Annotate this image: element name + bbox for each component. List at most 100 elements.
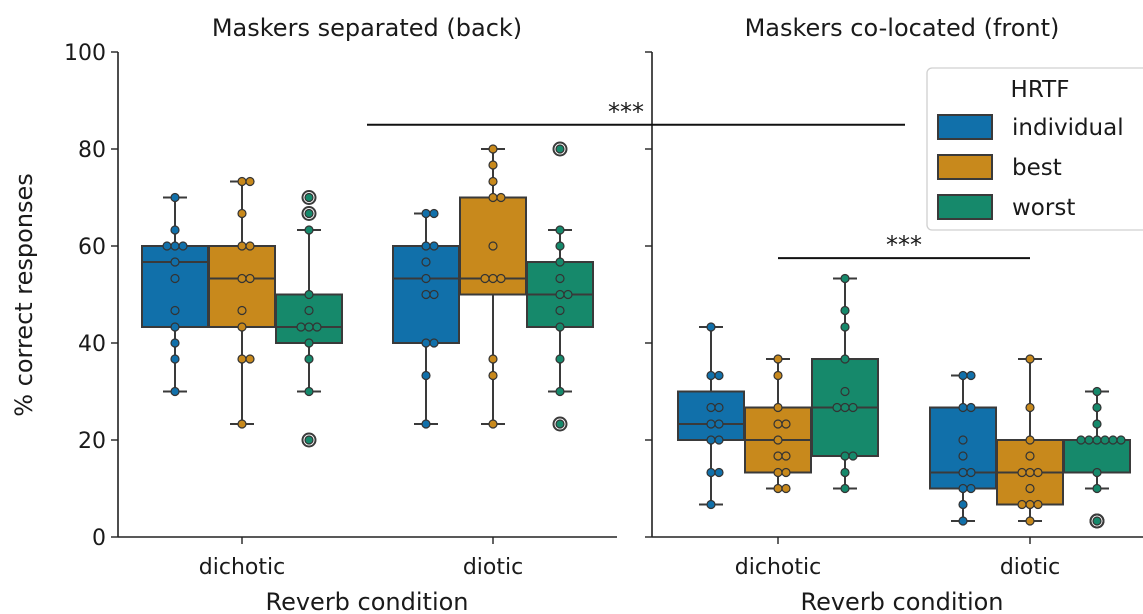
data-point xyxy=(840,483,850,494)
data-point xyxy=(170,305,180,316)
data-point xyxy=(966,467,976,478)
y-tick-label: 0 xyxy=(92,526,106,551)
data-point xyxy=(162,241,172,251)
data-point xyxy=(1092,419,1102,429)
data-point xyxy=(781,483,791,494)
data-point xyxy=(488,241,498,251)
data-point xyxy=(966,370,976,381)
data-point xyxy=(840,467,850,478)
data-point xyxy=(170,338,180,348)
data-point xyxy=(706,370,716,381)
data-point xyxy=(304,289,314,300)
data-point xyxy=(848,402,858,413)
data-point xyxy=(237,305,247,316)
data-point xyxy=(840,386,850,397)
data-point xyxy=(488,192,498,203)
data-point xyxy=(840,322,850,332)
data-point xyxy=(421,338,431,348)
data-point xyxy=(1084,435,1094,445)
data-point xyxy=(245,176,255,187)
data-point xyxy=(555,386,565,397)
legend: HRTF individual best worst xyxy=(926,67,1143,231)
data-point xyxy=(488,176,498,187)
data-point xyxy=(304,322,314,332)
data-point xyxy=(1017,467,1027,478)
legend-title: HRTF xyxy=(1011,77,1070,103)
data-point xyxy=(781,451,791,461)
data-point xyxy=(773,451,783,461)
data-point xyxy=(958,483,968,494)
outlier-marker xyxy=(1089,513,1105,529)
legend-swatch-best xyxy=(937,154,993,180)
data-point xyxy=(1033,499,1043,510)
data-point xyxy=(421,273,431,284)
legend-label-best: best xyxy=(1012,155,1062,181)
significance-label: *** xyxy=(886,231,922,259)
data-point xyxy=(706,435,716,445)
y-tick-label: 40 xyxy=(78,332,106,357)
data-point xyxy=(966,402,976,413)
data-point xyxy=(304,192,314,203)
legend-swatch-individual xyxy=(937,114,993,140)
data-point xyxy=(555,257,565,267)
panel-separated: Maskers separated (back) Reverb conditio… xyxy=(212,14,522,614)
data-point xyxy=(840,273,850,284)
data-point xyxy=(1116,435,1126,445)
data-point xyxy=(304,338,314,348)
data-point xyxy=(1033,467,1043,478)
data-point xyxy=(237,354,247,364)
data-point xyxy=(706,499,716,510)
data-point xyxy=(245,241,255,251)
data-point xyxy=(1092,435,1102,445)
data-point xyxy=(1092,483,1102,494)
legend-swatch-worst xyxy=(937,194,993,220)
data-point xyxy=(304,305,314,316)
data-point xyxy=(555,289,565,300)
data-point xyxy=(304,386,314,397)
data-point xyxy=(1025,499,1035,510)
data-point xyxy=(237,273,247,284)
data-point xyxy=(714,419,724,429)
data-point xyxy=(488,354,498,364)
data-point xyxy=(714,402,724,413)
data-point xyxy=(429,241,439,251)
data-point xyxy=(1025,402,1035,413)
data-point xyxy=(304,208,314,219)
outlier-marker xyxy=(301,190,317,205)
data-point xyxy=(1092,516,1102,526)
data-point xyxy=(958,516,968,526)
data-point xyxy=(304,225,314,235)
data-point xyxy=(706,402,716,413)
data-point xyxy=(488,419,498,429)
data-point xyxy=(496,273,506,284)
legend-label-worst: worst xyxy=(1012,195,1075,221)
data-point xyxy=(421,241,431,251)
data-point xyxy=(773,419,783,429)
data-point xyxy=(170,273,180,284)
data-point xyxy=(429,289,439,300)
data-point xyxy=(555,144,565,154)
legend-label-individual: individual xyxy=(1012,115,1124,141)
data-point xyxy=(170,386,180,397)
data-point xyxy=(245,354,255,364)
data-point xyxy=(304,435,314,445)
x-axis-label-colocated: Reverb condition xyxy=(800,588,1003,614)
y-tick-label: 20 xyxy=(78,429,106,454)
data-point xyxy=(706,322,716,332)
box-individual xyxy=(677,390,745,441)
data-point xyxy=(429,338,439,348)
data-point xyxy=(555,305,565,316)
data-point xyxy=(488,370,498,381)
data-point xyxy=(237,176,247,187)
data-point xyxy=(563,289,573,300)
data-point xyxy=(488,273,498,284)
data-point xyxy=(958,435,968,445)
data-point xyxy=(170,225,180,235)
x-tick-label: dichotic xyxy=(735,555,821,580)
data-point xyxy=(170,322,180,332)
data-point xyxy=(1025,483,1035,494)
panel-title-colocated: Maskers co-located (front) xyxy=(745,14,1060,42)
data-point xyxy=(555,241,565,251)
panel-title-separated: Maskers separated (back) xyxy=(212,14,522,42)
data-point xyxy=(1025,354,1035,364)
